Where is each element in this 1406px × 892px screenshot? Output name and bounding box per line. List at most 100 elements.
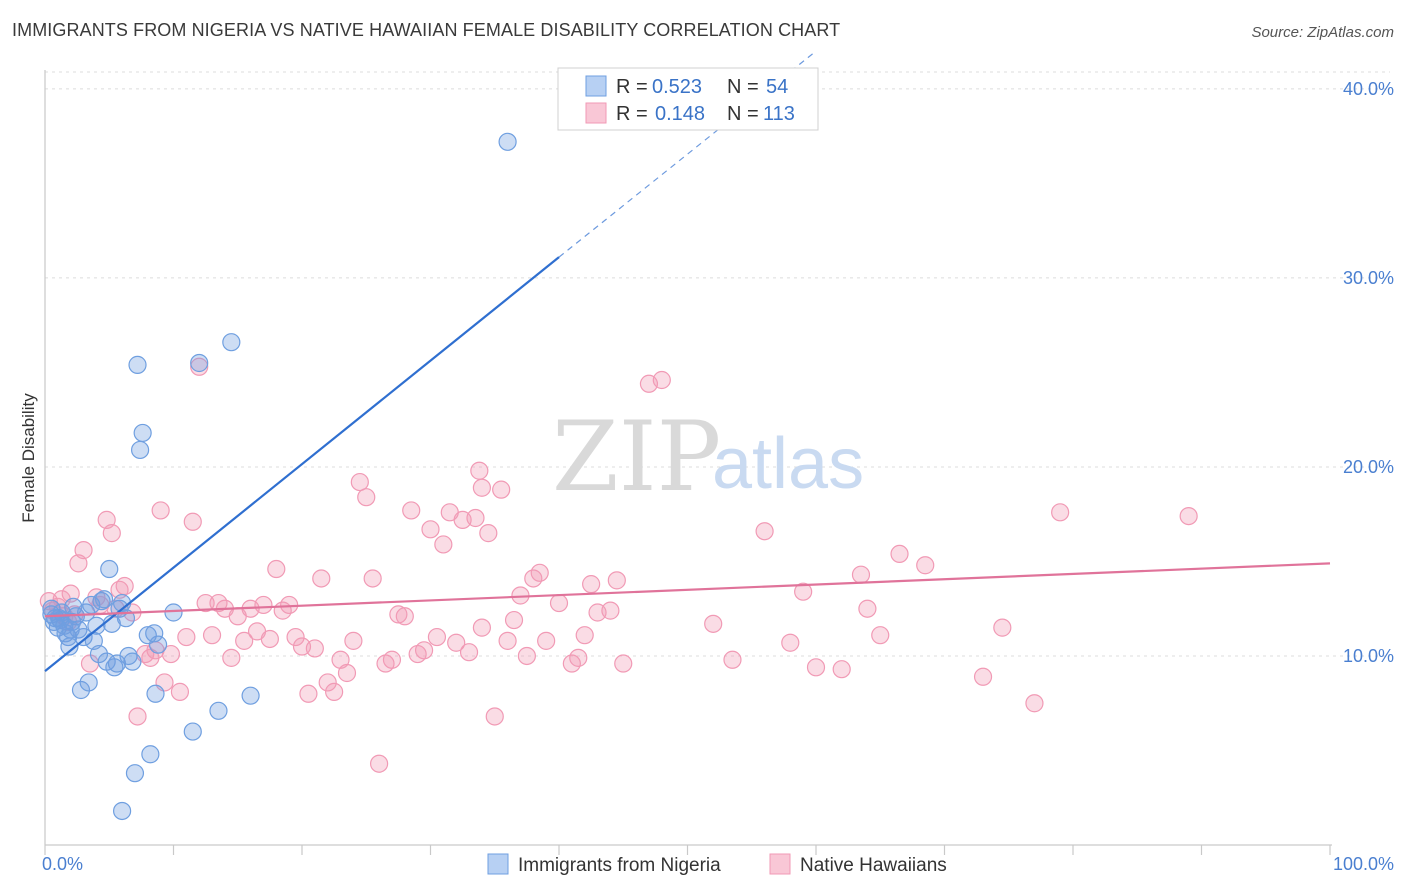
point-native-hawaiian bbox=[177, 627, 196, 647]
point-native-hawaiian bbox=[549, 593, 569, 613]
point-nigeria bbox=[241, 686, 260, 705]
series-native-hawaiians bbox=[39, 357, 1198, 773]
point-nigeria bbox=[145, 624, 164, 643]
point-nigeria bbox=[92, 592, 111, 611]
point-native-hawaiian bbox=[402, 501, 421, 520]
point-nigeria bbox=[112, 801, 132, 821]
x-tick-labels: 0.0% 100.0% bbox=[42, 854, 1394, 874]
point-native-hawaiian bbox=[492, 480, 511, 499]
x-ticks bbox=[44, 845, 1331, 855]
point-native-hawaiian bbox=[382, 650, 402, 669]
point-nigeria bbox=[222, 333, 241, 352]
point-native-hawaiian bbox=[447, 633, 466, 652]
point-nigeria bbox=[130, 440, 150, 460]
point-nigeria bbox=[498, 132, 517, 151]
bottom-legend-label-nigeria: Immigrants from Nigeria bbox=[518, 855, 721, 876]
point-native-hawaiian bbox=[370, 754, 389, 773]
point-nigeria bbox=[87, 616, 106, 635]
point-native-hawaiian bbox=[318, 673, 337, 692]
legend: R = 0.523 N = 54 R = 0.148 N = 113 bbox=[557, 67, 819, 131]
point-nigeria bbox=[146, 684, 165, 703]
point-native-hawaiian bbox=[530, 563, 549, 582]
chart-title: IMMIGRANTS FROM NIGERIA VS NATIVE HAWAII… bbox=[12, 20, 841, 40]
point-native-hawaiian bbox=[325, 682, 344, 701]
point-native-hawaiian bbox=[575, 626, 594, 645]
point-native-hawaiian bbox=[890, 544, 909, 564]
point-native-hawaiian bbox=[582, 575, 601, 594]
point-nigeria bbox=[50, 609, 69, 628]
point-native-hawaiian bbox=[723, 650, 742, 669]
legend-swatch-nigeria bbox=[585, 75, 607, 97]
point-native-hawaiian bbox=[472, 618, 491, 637]
point-native-hawaiian bbox=[858, 599, 877, 618]
point-native-hawaiian bbox=[350, 472, 369, 492]
point-native-hawaiian bbox=[267, 559, 286, 579]
point-nigeria bbox=[190, 353, 209, 373]
y-axis-label: Female Disability bbox=[19, 393, 38, 523]
point-native-hawaiian bbox=[871, 626, 890, 645]
point-native-hawaiian bbox=[395, 607, 414, 626]
point-nigeria bbox=[89, 644, 109, 664]
point-nigeria bbox=[95, 590, 114, 609]
point-native-hawaiian bbox=[479, 524, 498, 543]
point-native-hawaiian bbox=[470, 461, 489, 480]
point-native-hawaiian bbox=[601, 601, 620, 620]
point-native-hawaiian bbox=[472, 478, 491, 497]
point-nigeria bbox=[209, 701, 228, 720]
point-native-hawaiian bbox=[115, 576, 134, 596]
trendline-hawaiian bbox=[44, 562, 1331, 618]
point-native-hawaiian bbox=[357, 488, 376, 507]
point-nigeria bbox=[79, 673, 98, 692]
point-nigeria bbox=[133, 423, 152, 443]
point-nigeria bbox=[71, 680, 91, 700]
watermark-zip: ZIP bbox=[552, 401, 721, 513]
point-native-hawaiian bbox=[1179, 506, 1198, 526]
point-native-hawaiian bbox=[74, 541, 93, 560]
point-native-hawaiian bbox=[102, 524, 121, 543]
point-native-hawaiian bbox=[299, 684, 318, 703]
point-native-hawaiian bbox=[781, 633, 800, 652]
point-native-hawaiian bbox=[286, 627, 305, 647]
point-native-hawaiian bbox=[235, 631, 254, 650]
point-native-hawaiian bbox=[569, 648, 588, 667]
point-nigeria bbox=[128, 355, 147, 374]
point-native-hawaiian bbox=[344, 631, 363, 650]
x-tick-label-min: 0.0% bbox=[42, 854, 83, 874]
legend-r-label-1: R = bbox=[616, 76, 648, 98]
point-nigeria bbox=[141, 745, 160, 764]
point-native-hawaiian bbox=[222, 648, 241, 667]
y-tick-label: 40.0% bbox=[1343, 79, 1394, 99]
legend-n-value-2: 113 bbox=[763, 103, 795, 125]
point-native-hawaiian bbox=[1051, 503, 1070, 522]
legend-r-value-2: 0.148 bbox=[655, 103, 705, 125]
point-native-hawaiian bbox=[151, 501, 170, 520]
point-native-hawaiian bbox=[414, 641, 434, 660]
point-nigeria bbox=[164, 603, 183, 622]
point-native-hawaiian bbox=[128, 707, 147, 726]
point-native-hawaiian bbox=[421, 520, 440, 539]
point-native-hawaiian bbox=[312, 569, 331, 588]
legend-n-label-2: N = bbox=[727, 103, 759, 125]
point-native-hawaiian bbox=[485, 707, 504, 726]
legend-n-label-1: N = bbox=[727, 76, 759, 98]
bottom-legend-label-hawaiian: Native Hawaiians bbox=[800, 855, 947, 876]
point-native-hawaiian bbox=[498, 631, 517, 650]
y-tick-label: 30.0% bbox=[1343, 268, 1394, 288]
point-native-hawaiian bbox=[704, 614, 723, 633]
point-native-hawaiian bbox=[1025, 694, 1044, 713]
point-native-hawaiian bbox=[337, 663, 357, 683]
trendlines bbox=[44, 50, 1331, 672]
watermark-atlas: atlas bbox=[712, 424, 864, 504]
legend-n-value-1: 54 bbox=[766, 76, 788, 98]
point-native-hawaiian bbox=[607, 571, 626, 590]
point-native-hawaiian bbox=[614, 654, 633, 673]
point-native-hawaiian bbox=[794, 582, 813, 601]
point-native-hawaiian bbox=[363, 569, 382, 588]
point-nigeria bbox=[183, 722, 202, 741]
point-nigeria bbox=[148, 635, 168, 654]
point-nigeria bbox=[61, 620, 80, 639]
point-nigeria bbox=[100, 559, 119, 579]
point-native-hawaiian bbox=[806, 658, 826, 677]
point-nigeria bbox=[123, 652, 142, 671]
